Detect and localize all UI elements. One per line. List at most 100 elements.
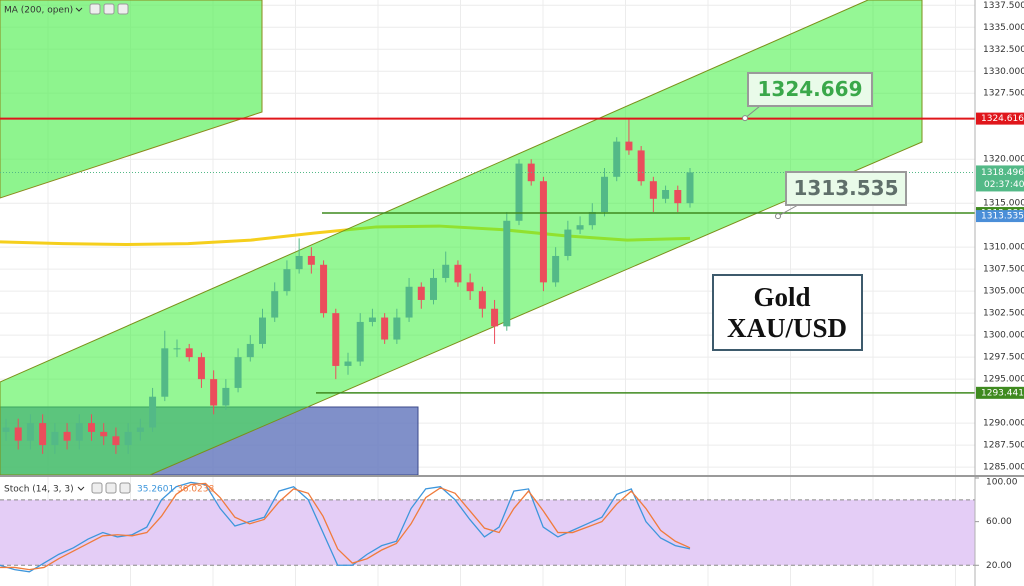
- indicator-label: MA (200, open): [4, 6, 73, 16]
- y-tick-label: 20.00: [986, 561, 1012, 571]
- candle-body: [515, 163, 523, 221]
- candle-body: [539, 181, 547, 283]
- axis-labels: 1337.500 1335.000 1332.500 1330.000 1327.500…: [975, 1, 1024, 571]
- level-tag-label: 1293.441: [981, 388, 1024, 398]
- level-tag-label: 1324.616: [981, 114, 1024, 124]
- candle-body: [2, 427, 10, 432]
- candle-body: [674, 190, 682, 204]
- candle-body: [478, 291, 486, 309]
- y-tick-label: 1300.000: [983, 331, 1024, 341]
- countdown-label: 02:37:40: [984, 180, 1024, 190]
- watermark-frame: [712, 274, 863, 351]
- candle-body: [185, 348, 193, 358]
- annotation-tag: [976, 210, 1024, 223]
- eye-icon[interactable]: [91, 482, 103, 494]
- candle-body: [503, 220, 511, 327]
- candle-body: [307, 255, 315, 265]
- candle-body: [124, 431, 132, 446]
- candle-body: [332, 313, 340, 366]
- y-tick-label: 1305.000: [983, 287, 1024, 297]
- y-tick-label: 1302.500: [983, 309, 1024, 319]
- y-tick-label: 1337.500: [983, 1, 1024, 11]
- y-tick-label: 1310.000: [983, 243, 1024, 253]
- y-tick-label: 1307.500: [983, 265, 1024, 275]
- candle-body: [26, 423, 34, 441]
- chevron[interactable]: [75, 7, 83, 12]
- callout-anchor: [775, 213, 781, 220]
- level-tag: [976, 386, 1024, 399]
- watermark-line: Gold: [753, 282, 810, 312]
- candle-body: [51, 431, 59, 446]
- y-tick-label: 1290.000: [983, 419, 1024, 429]
- callout-label: 1324.669: [757, 77, 862, 101]
- candle-body: [454, 264, 462, 283]
- main-legend: MA (200, open): [4, 3, 129, 16]
- y-tick-label: 1295.000: [983, 375, 1024, 385]
- candle-body: [442, 264, 450, 278]
- candle-body: [491, 308, 499, 327]
- candle-body: [39, 423, 47, 446]
- candle-body: [149, 396, 157, 428]
- y-tick-label: 1332.500: [983, 45, 1024, 55]
- candle-body: [271, 291, 279, 318]
- candle-body: [466, 282, 474, 292]
- y-tick-label: 1287.500: [983, 441, 1024, 451]
- y-tick-label: 1315.000: [983, 199, 1024, 209]
- candle-body: [161, 348, 169, 397]
- candle-body: [75, 423, 83, 441]
- annotation-tag-label: 1313.535: [981, 212, 1024, 222]
- close-icon[interactable]: [117, 3, 129, 15]
- settings-icon[interactable]: [105, 482, 117, 494]
- eye-icon[interactable]: [89, 3, 101, 15]
- callout-anchor: [742, 115, 748, 122]
- candle-body: [662, 190, 670, 199]
- candle-body: [173, 348, 181, 350]
- indicator-label: Stoch (14, 3, 3): [4, 485, 74, 495]
- candle-body: [197, 357, 205, 380]
- candle-body: [613, 141, 621, 177]
- close-icon[interactable]: [119, 482, 131, 494]
- current-price-label: 1318.496: [981, 168, 1024, 178]
- candle-body: [588, 211, 596, 226]
- stoch-legend: Stoch (14, 3, 3) 35.2601 36.0238: [4, 482, 214, 495]
- callout-pointer: [744, 105, 761, 119]
- plot: 1324.669 1313.535: [0, 72, 975, 573]
- stoch-line: [0, 482, 691, 571]
- y-tick-label: 1297.500: [983, 353, 1024, 363]
- callout-label: 1313.535: [793, 176, 898, 200]
- candle-body: [295, 255, 303, 270]
- stoch-line: [0, 481, 691, 573]
- candle-body: [649, 181, 657, 199]
- price-axis: [975, 0, 1024, 586]
- candle-body: [88, 423, 95, 432]
- candle-body: [356, 321, 364, 362]
- watermark-line: XAU/USD: [727, 313, 847, 343]
- candle-body: [430, 277, 437, 300]
- candle-body: [112, 436, 120, 446]
- callout-pointer: [777, 204, 799, 217]
- legend-value: 36.0238: [177, 485, 214, 495]
- candle-body: [576, 225, 584, 230]
- candle-body: [210, 379, 218, 406]
- candle-body: [564, 229, 572, 256]
- candle-body: [234, 357, 242, 388]
- y-tick-label: 1335.000: [983, 23, 1024, 33]
- channel-upper: [0, 0, 263, 199]
- candle-body: [259, 317, 266, 344]
- candle-body: [283, 269, 291, 292]
- y-tick-label: 60.00: [986, 517, 1012, 527]
- y-tick-label: 1285.000: [983, 463, 1024, 473]
- candle-body: [344, 361, 352, 366]
- candle-body: [601, 176, 608, 212]
- y-tick-label: 100.00: [986, 478, 1018, 488]
- chevron[interactable]: [77, 486, 85, 491]
- candle-body: [417, 286, 425, 300]
- candle-body: [222, 387, 230, 406]
- candle-body: [393, 317, 401, 340]
- current-price-tag: [976, 165, 1024, 192]
- candle-body: [136, 427, 144, 432]
- candle-body: [637, 150, 645, 182]
- candle-body: [405, 286, 413, 318]
- settings-icon[interactable]: [103, 3, 115, 15]
